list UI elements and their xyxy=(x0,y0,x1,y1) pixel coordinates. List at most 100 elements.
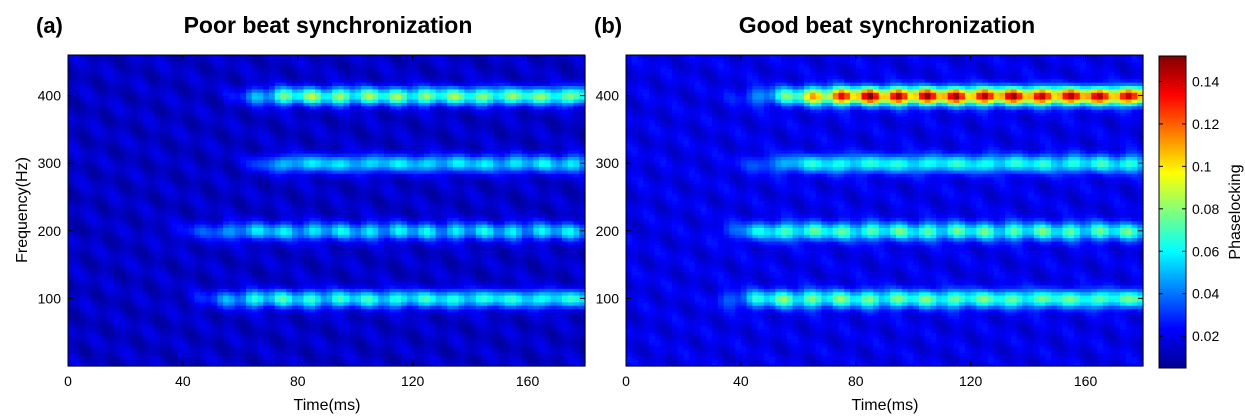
heatmap-cell xyxy=(326,95,333,100)
heatmap-cell xyxy=(113,251,121,256)
heatmap-cell xyxy=(131,305,138,310)
heatmap-cell xyxy=(102,186,109,191)
heatmap-cell xyxy=(119,359,127,364)
heatmap-cell xyxy=(90,213,98,218)
heatmap-cell xyxy=(73,186,81,191)
heatmap-cell xyxy=(102,169,109,174)
heatmap-cell xyxy=(102,142,109,147)
heatmap-cell xyxy=(154,71,161,76)
heatmap-cell xyxy=(108,119,115,124)
heatmap-cell xyxy=(343,251,351,256)
heatmap-cell xyxy=(165,295,172,299)
heatmap-cell xyxy=(131,338,138,343)
heatmap-cell xyxy=(119,88,127,93)
heatmap-cell xyxy=(142,200,150,205)
heatmap-cell xyxy=(136,271,144,276)
heatmap-cell xyxy=(171,251,178,256)
heatmap-cell xyxy=(73,338,81,343)
heatmap-cell xyxy=(154,328,161,333)
heatmap-cell xyxy=(73,193,81,198)
heatmap-cell xyxy=(125,325,132,330)
heatmap-cell xyxy=(136,95,144,100)
heatmap-cell xyxy=(125,71,132,76)
heatmap-cell xyxy=(108,217,115,222)
heatmap-cell xyxy=(148,230,155,235)
heatmap-cell xyxy=(73,352,81,357)
heatmap-cell xyxy=(108,183,115,188)
heatmap-cell xyxy=(372,251,379,256)
heatmap-cell xyxy=(142,342,150,347)
heatmap-cell xyxy=(113,254,121,259)
heatmap-cell xyxy=(372,173,379,178)
heatmap-cell xyxy=(337,328,345,333)
heatmap-cell xyxy=(119,254,127,259)
heatmap-cell xyxy=(90,278,98,283)
heatmap-cell xyxy=(119,362,127,367)
heatmap-cell xyxy=(165,345,172,350)
heatmap-cell xyxy=(154,203,161,208)
heatmap-cell xyxy=(96,193,104,198)
heatmap-cell xyxy=(320,95,328,100)
heatmap-cell xyxy=(79,254,86,259)
heatmap-cell xyxy=(154,342,161,347)
heatmap-cell xyxy=(96,163,104,168)
heatmap-cell xyxy=(125,166,132,171)
heatmap-cell xyxy=(159,169,167,174)
heatmap-cell xyxy=(108,251,115,256)
heatmap-cell xyxy=(154,102,161,107)
heatmap-cell xyxy=(136,305,144,310)
heatmap-cell xyxy=(182,251,190,256)
heatmap-cell xyxy=(85,298,92,303)
heatmap-cell xyxy=(142,102,150,107)
heatmap-cell xyxy=(125,328,132,333)
heatmap-cell xyxy=(79,288,86,293)
heatmap-cell xyxy=(378,328,385,333)
heatmap-cell xyxy=(119,227,127,232)
heatmap-cell xyxy=(136,335,144,340)
heatmap-cell xyxy=(154,257,161,262)
heatmap-cell xyxy=(125,213,132,218)
heatmap-cell xyxy=(159,163,167,168)
heatmap-cell xyxy=(148,349,155,354)
heatmap-cell xyxy=(355,173,362,178)
heatmap-cell xyxy=(165,322,172,327)
heatmap-cell xyxy=(131,254,138,259)
heatmap-cell xyxy=(102,264,109,269)
heatmap-cell xyxy=(125,271,132,276)
heatmap-cell xyxy=(102,119,109,124)
heatmap-cell xyxy=(349,173,356,178)
heatmap-cell xyxy=(142,237,150,242)
heatmap-cell xyxy=(68,342,75,347)
heatmap-cell xyxy=(68,68,75,73)
heatmap-cell xyxy=(205,173,213,178)
heatmap-cell xyxy=(90,240,98,245)
heatmap-cell xyxy=(68,88,75,93)
heatmap-cell xyxy=(165,342,172,347)
heatmap-cell xyxy=(73,125,81,130)
heatmap-cell xyxy=(159,322,167,327)
heatmap-cell xyxy=(154,173,161,178)
heatmap-cell xyxy=(113,291,121,296)
heatmap-cell xyxy=(136,257,144,262)
heatmap-cell xyxy=(90,183,98,188)
heatmap-cell xyxy=(119,193,127,198)
heatmap-cell xyxy=(119,95,127,100)
heatmap-cell xyxy=(108,180,115,185)
heatmap-cell xyxy=(85,78,92,83)
heatmap-cell xyxy=(131,264,138,269)
heatmap-cell xyxy=(125,78,132,83)
heatmap-cell xyxy=(148,75,155,80)
heatmap-cell xyxy=(96,92,104,97)
heatmap-cell xyxy=(148,308,155,313)
heatmap-cell xyxy=(85,186,92,191)
heatmap-cell xyxy=(154,115,161,120)
heatmap-cell xyxy=(113,213,121,218)
heatmap-cell xyxy=(85,156,92,161)
heatmap-cell xyxy=(102,102,109,107)
heatmap-cell xyxy=(136,220,144,225)
heatmap-cell xyxy=(200,328,207,333)
heatmap-cell xyxy=(228,173,236,178)
heatmap-cell xyxy=(73,220,81,225)
heatmap-cell xyxy=(96,298,104,303)
heatmap-cell xyxy=(240,55,247,59)
